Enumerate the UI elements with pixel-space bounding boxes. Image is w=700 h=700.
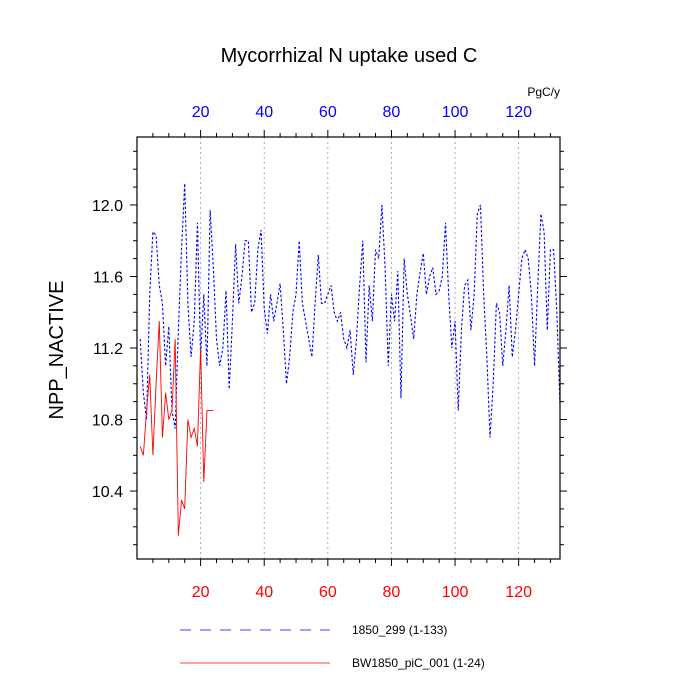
y-tick-label-10.8: 10.8: [92, 413, 123, 430]
y-tick-label-11.2: 11.2: [93, 341, 123, 358]
x-tick-label-top-60: 60: [319, 104, 337, 121]
series-line-bw1850-picontrol: [139, 321, 214, 536]
axis-ticks: [130, 130, 567, 566]
x-tick-label-bottom-120: 120: [505, 584, 532, 601]
legend-label-1850-299: 1850_299 (1-133): [352, 623, 447, 637]
x-tick-label-top-20: 20: [192, 104, 210, 121]
x-tick-label-top-120: 120: [505, 104, 532, 121]
series-layer: [139, 183, 561, 536]
x-tick-label-top-100: 100: [442, 104, 469, 121]
plot-frame: [136, 136, 561, 560]
x-tick-label-bottom-40: 40: [255, 584, 273, 601]
legend-label-bw1850-picontrol: BW1850_piC_001 (1-24): [352, 656, 485, 670]
grid-lines: [200, 137, 520, 559]
x-tick-label-bottom-80: 80: [383, 584, 401, 601]
y-tick-label-12.0: 12.0: [92, 198, 123, 215]
x-tick-label-top-80: 80: [383, 104, 401, 121]
x-tick-label-top-40: 40: [255, 104, 273, 121]
tick-labels: 20 20 40 40 60 60 80 80 100 100 120 120 10.4 10.8 11.2…: [92, 104, 532, 601]
legend: 1850_299 (1-133) BW1850_piC_001 (1-24): [180, 623, 485, 670]
top-axis-units-label: PgC/y: [527, 85, 560, 99]
y-tick-label-10.4: 10.4: [92, 484, 123, 501]
y-tick-label-11.6: 11.6: [93, 269, 123, 286]
x-tick-label-bottom-20: 20: [192, 584, 210, 601]
y-axis-label: NPP_NACTIVE: [46, 281, 68, 420]
x-tick-label-bottom-100: 100: [442, 584, 469, 601]
chart-title: Mycorrhizal N uptake used C: [221, 45, 478, 67]
x-tick-label-bottom-60: 60: [319, 584, 337, 601]
series-line-1850-299: [139, 183, 561, 438]
